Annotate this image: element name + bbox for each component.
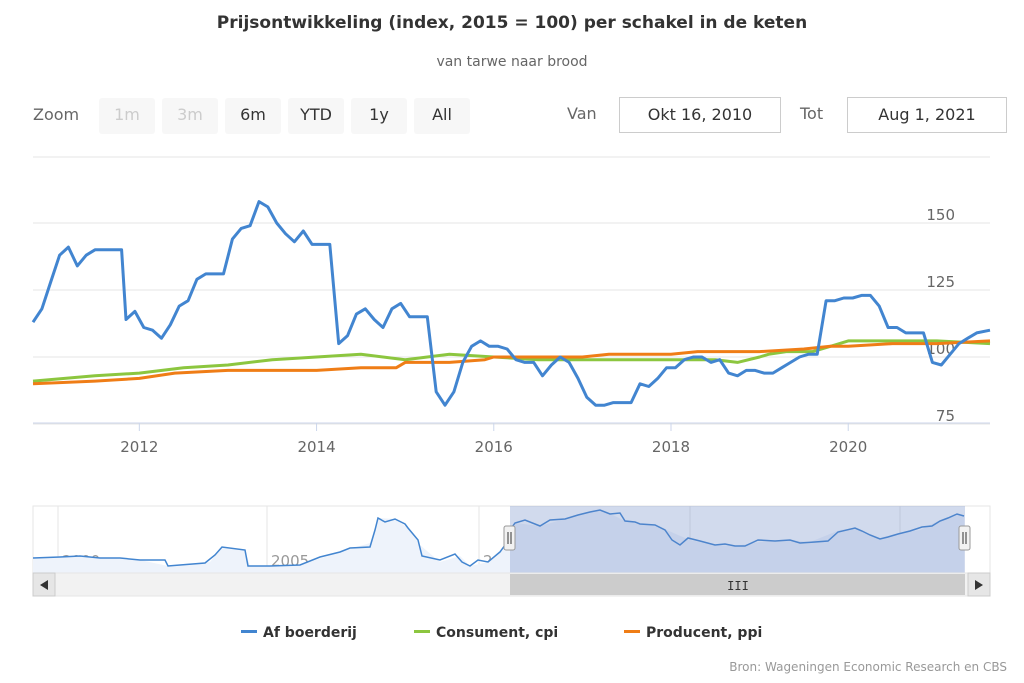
navigator-handle-right[interactable] <box>958 525 971 551</box>
x-tick-label: 2020 <box>829 438 867 456</box>
grid-lines <box>33 156 990 425</box>
legend-item-cpi[interactable]: Consument, cpi <box>414 625 558 641</box>
zoom-1y-button[interactable]: 1y <box>351 98 407 134</box>
navigator-selection[interactable] <box>510 506 965 573</box>
y-tick-label: 150 <box>926 206 955 224</box>
x-tick-label: 2016 <box>475 438 513 456</box>
legend-swatch <box>241 629 257 633</box>
navigator-series-area <box>33 510 964 573</box>
zoom-all-button[interactable]: All <box>414 98 470 134</box>
series-line-cpi[interactable] <box>32 339 991 383</box>
series-line-boerderij[interactable] <box>31 200 991 407</box>
scrollbar-grip: III <box>727 579 749 593</box>
legend-label: Af boerderij <box>263 625 357 641</box>
navigator-series-line <box>32 509 965 567</box>
chart-subtitle: van tarwe naar brood <box>436 54 588 70</box>
legend-item-ppi[interactable]: Producent, ppi <box>624 625 762 641</box>
legend-swatch <box>624 629 640 633</box>
legend-label: Consument, cpi <box>436 625 559 641</box>
navigator[interactable]: 2000 2005 2010 2015 2020 <box>32 505 991 574</box>
x-axis: 2012 2014 2016 2018 2020 <box>33 422 990 456</box>
zoom-ytd-button[interactable]: YTD <box>288 98 344 134</box>
chart-title: Prijsontwikkeling (index, 2015 = 100) pe… <box>216 13 808 33</box>
arrow-left-icon <box>40 580 48 590</box>
zoom-label: Zoom <box>33 105 80 124</box>
zoom-3m-button[interactable]: 3m <box>162 98 218 134</box>
from-date-input[interactable]: Okt 16, 2010 <box>619 97 781 133</box>
legend-label: Producent, ppi <box>646 625 763 641</box>
series-group <box>31 200 991 407</box>
x-tick-label: 2018 <box>652 438 690 456</box>
x-tick-label: 2012 <box>120 438 158 456</box>
legend-swatch <box>414 629 430 633</box>
arrow-right-icon <box>975 580 983 590</box>
series-line-ppi[interactable] <box>32 339 991 386</box>
navigator-handle-left[interactable] <box>503 525 516 551</box>
zoom-1m-button[interactable]: 1m <box>99 98 155 134</box>
to-date-input[interactable]: Aug 1, 2021 <box>847 97 1007 133</box>
to-label: Tot <box>800 104 824 123</box>
y-tick-label: 125 <box>926 273 955 291</box>
legend-item-boerderij[interactable]: Af boerderij <box>241 625 357 641</box>
x-tick-label: 2014 <box>297 438 335 456</box>
scrollbar-thumb[interactable] <box>510 574 965 595</box>
from-label: Van <box>567 104 597 123</box>
y-tick-label: 75 <box>936 407 955 425</box>
scrollbar[interactable]: III <box>32 572 991 597</box>
zoom-6m-button[interactable]: 6m <box>225 98 281 134</box>
credit-text: Bron: Wageningen Economic Research en CB… <box>729 660 1007 674</box>
